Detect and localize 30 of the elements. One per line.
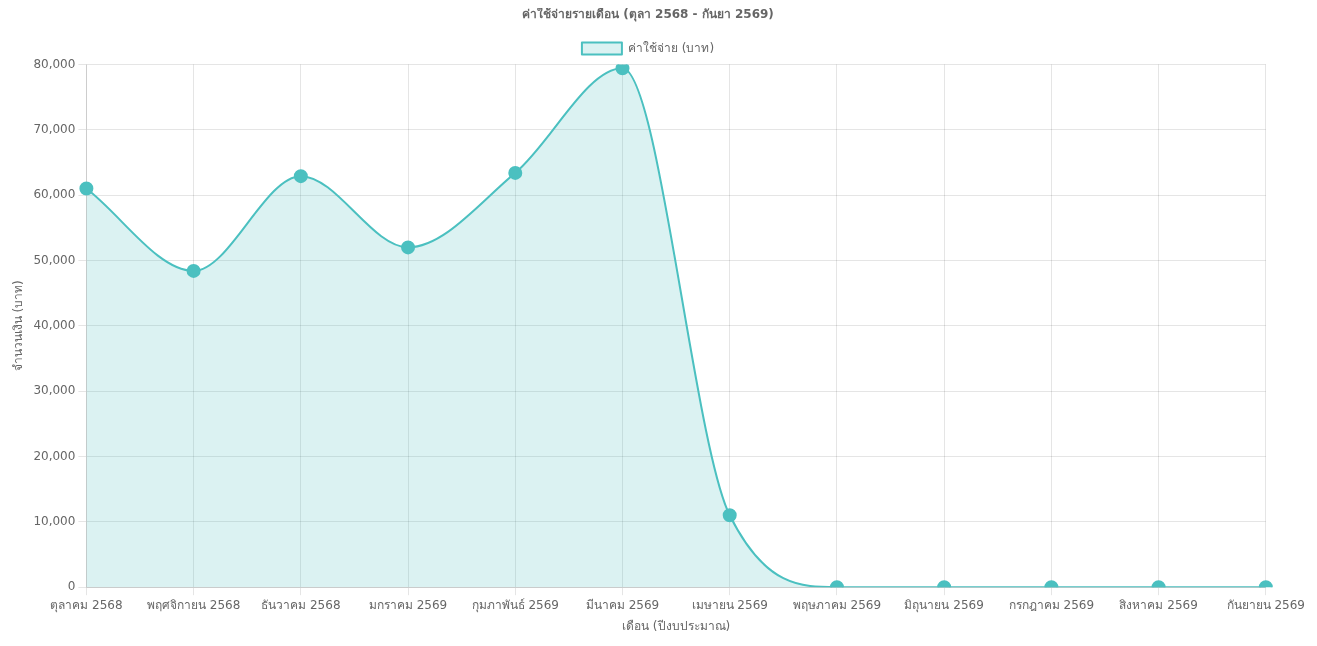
y-tick-label: 30,000 (33, 383, 76, 398)
y-tick-label: 50,000 (33, 252, 76, 267)
point (401, 240, 416, 255)
x-tick-label: กุมภาพันธ์ 2569 (471, 597, 559, 613)
y-tick-label: 60,000 (33, 187, 76, 202)
x-tick-label: กันยายน 2569 (1226, 597, 1305, 612)
x-tick-label: กรกฎาคม 2569 (1008, 597, 1095, 612)
point (615, 64, 630, 76)
y-tick-label: 40,000 (33, 317, 76, 332)
x-tick-label: ตุลาคม 2568 (50, 597, 123, 613)
x-tick-label: สิงหาคม 2569 (1119, 597, 1198, 612)
x-tick-label: พฤษภาคม 2569 (792, 597, 882, 612)
y-tick-label: 20,000 (33, 448, 76, 463)
point (293, 169, 308, 184)
chart-title: ค่าใช้จ่ายรายเดือน (ตุลา 2568 - กันยา 2569) (522, 6, 774, 23)
y-axis-title: จำนวนเงิน (บาท) (11, 280, 26, 372)
x-tick-label: มิถุนายน 2569 (904, 597, 984, 613)
x-tick-label: มีนาคม 2569 (585, 597, 660, 612)
y-tick-label: 80,000 (33, 56, 76, 71)
point (186, 263, 201, 278)
y-tick-label: 10,000 (33, 513, 76, 528)
x-tick-label: มกราคม 2569 (368, 597, 448, 612)
point (508, 165, 523, 180)
x-axis-title: เดือน (ปีงบประมาณ) (622, 618, 731, 633)
y-tick-label: 70,000 (33, 121, 76, 136)
x-tick-label: ธันวาคม 2568 (261, 597, 341, 612)
legend-label: ค่าใช้จ่าย (บาท) (627, 40, 715, 55)
x-tick-label: พฤศจิกายน 2568 (146, 597, 241, 612)
y-tick-label: 0 (67, 579, 76, 594)
x-tick-label: เมษายน 2569 (691, 597, 768, 612)
